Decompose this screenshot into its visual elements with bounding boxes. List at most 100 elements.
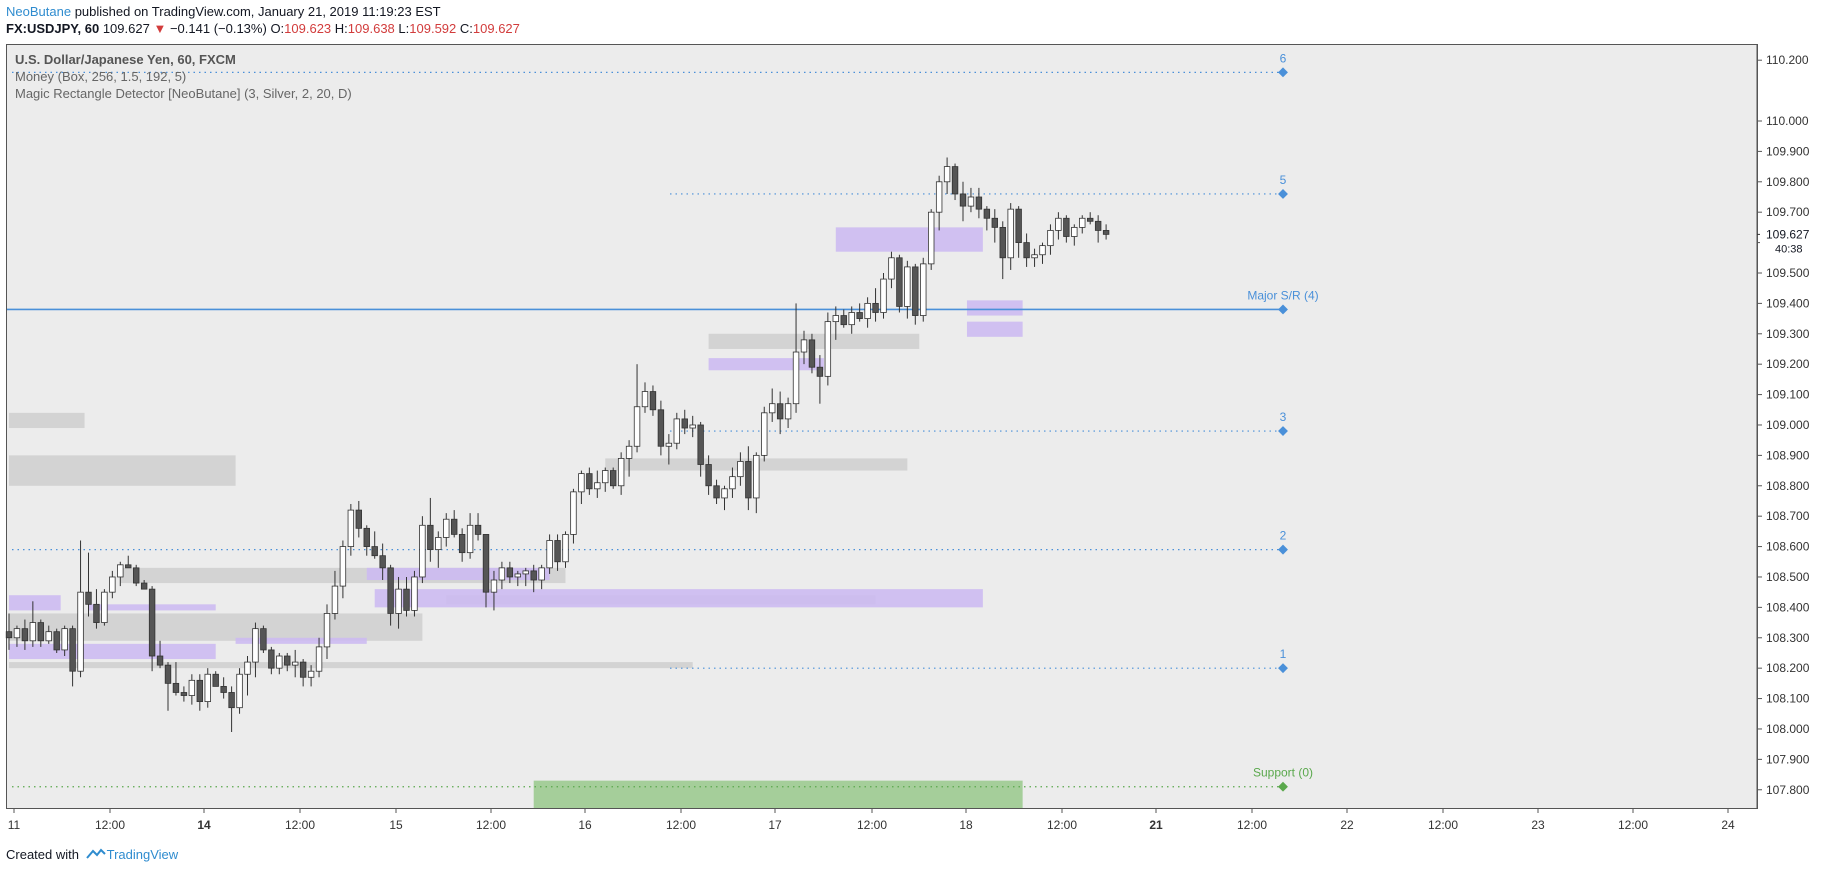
candle-body[interactable] bbox=[164, 664, 172, 684]
candle-body[interactable] bbox=[935, 181, 943, 213]
candle-body[interactable] bbox=[1063, 217, 1070, 237]
candle-body[interactable] bbox=[156, 655, 164, 666]
candle-body[interactable] bbox=[228, 692, 235, 709]
candle-body[interactable] bbox=[816, 366, 824, 377]
candle-body[interactable] bbox=[1055, 217, 1062, 231]
candle-body[interactable] bbox=[101, 591, 108, 623]
candle-body[interactable] bbox=[458, 534, 466, 554]
candle-body[interactable] bbox=[411, 576, 418, 611]
candle-body[interactable] bbox=[125, 564, 132, 569]
candle-body[interactable] bbox=[832, 315, 839, 323]
candle-body[interactable] bbox=[260, 628, 267, 651]
candle-body[interactable] bbox=[514, 573, 521, 578]
candle-body[interactable] bbox=[109, 576, 116, 593]
candle-body[interactable] bbox=[331, 585, 339, 614]
candle-body[interactable] bbox=[665, 442, 673, 447]
candle-body[interactable] bbox=[236, 673, 243, 709]
candle-body[interactable] bbox=[1023, 242, 1030, 259]
candle-body[interactable] bbox=[21, 628, 29, 642]
candle-body[interactable] bbox=[943, 166, 951, 183]
candle-body[interactable] bbox=[864, 302, 871, 319]
candle-body[interactable] bbox=[641, 391, 649, 408]
candle-body[interactable] bbox=[840, 315, 847, 326]
candle-body[interactable] bbox=[61, 628, 68, 651]
candle-body[interactable] bbox=[276, 655, 283, 669]
candle-body[interactable] bbox=[498, 567, 506, 581]
candle-body[interactable] bbox=[697, 424, 704, 465]
candle-body[interactable] bbox=[920, 263, 927, 316]
candle-body[interactable] bbox=[737, 461, 744, 478]
tradingview-link[interactable]: TradingView bbox=[106, 847, 179, 862]
candle-body[interactable] bbox=[419, 524, 426, 578]
candle-body[interactable] bbox=[617, 458, 625, 487]
candle-body[interactable] bbox=[967, 196, 975, 207]
legend-indicator-money[interactable]: Money (Box, 256, 1.5, 192, 5) bbox=[15, 69, 187, 84]
candle-body[interactable] bbox=[148, 588, 156, 657]
candle-body[interactable] bbox=[912, 266, 919, 316]
candle-body[interactable] bbox=[474, 524, 482, 535]
candle-body[interactable] bbox=[610, 470, 617, 487]
candle-body[interactable] bbox=[13, 628, 21, 639]
candle-body[interactable] bbox=[681, 418, 688, 429]
candle-body[interactable] bbox=[339, 546, 347, 587]
candle-body[interactable] bbox=[705, 464, 712, 487]
candle-body[interactable] bbox=[578, 473, 585, 493]
candle-body[interactable] bbox=[1047, 230, 1054, 247]
candle-body[interactable] bbox=[299, 661, 307, 678]
candle-body[interactable] bbox=[45, 631, 52, 642]
author-link[interactable]: NeoButane bbox=[6, 4, 72, 19]
candle-body[interactable] bbox=[1015, 208, 1022, 243]
candle-body[interactable] bbox=[991, 217, 998, 228]
candle-body[interactable] bbox=[387, 567, 394, 614]
candle-body[interactable] bbox=[77, 591, 84, 672]
candle-body[interactable] bbox=[5, 631, 13, 639]
candle-body[interactable] bbox=[363, 527, 370, 547]
candle-body[interactable] bbox=[808, 339, 816, 368]
candle-body[interactable] bbox=[983, 208, 991, 219]
candle-body[interactable] bbox=[625, 445, 633, 459]
candle-body[interactable] bbox=[904, 266, 911, 307]
candle-body[interactable] bbox=[323, 613, 331, 648]
candle-body[interactable] bbox=[93, 603, 100, 623]
legend-indicator-rectangle[interactable]: Magic Rectangle Detector [NeoButane] (3,… bbox=[15, 86, 352, 101]
candle-body[interactable] bbox=[848, 312, 855, 326]
candle-body[interactable] bbox=[29, 622, 37, 642]
candle-body[interactable] bbox=[951, 166, 959, 195]
candle-body[interactable] bbox=[633, 406, 641, 447]
candle-body[interactable] bbox=[140, 582, 148, 590]
candle-body[interactable] bbox=[673, 418, 680, 444]
candle-body[interactable] bbox=[188, 679, 196, 696]
candle-body[interactable] bbox=[117, 564, 124, 578]
candle-body[interactable] bbox=[602, 470, 609, 484]
candle-body[interactable] bbox=[776, 403, 784, 420]
candle-body[interactable] bbox=[85, 591, 92, 605]
chart-pane[interactable] bbox=[6, 44, 1758, 809]
candle-body[interactable] bbox=[252, 628, 259, 663]
candle-body[interactable] bbox=[180, 692, 188, 696]
candle-body[interactable] bbox=[1079, 217, 1086, 228]
candle-body[interactable] bbox=[530, 570, 537, 581]
candle-body[interactable] bbox=[872, 302, 879, 313]
candle-body[interactable] bbox=[427, 524, 434, 551]
candle-body[interactable] bbox=[395, 588, 402, 614]
candle-body[interactable] bbox=[745, 461, 752, 499]
candle-body[interactable] bbox=[53, 631, 60, 651]
candle-body[interactable] bbox=[482, 534, 490, 593]
candle-body[interactable] bbox=[570, 491, 577, 535]
candle-body[interactable] bbox=[554, 540, 561, 563]
candle-body[interactable] bbox=[649, 391, 657, 411]
candle-body[interactable] bbox=[546, 540, 553, 569]
candle-body[interactable] bbox=[975, 196, 983, 210]
candle-body[interactable] bbox=[1071, 226, 1078, 237]
candle-body[interactable] bbox=[1039, 245, 1046, 256]
candle-body[interactable] bbox=[721, 488, 728, 499]
candle-body[interactable] bbox=[291, 661, 299, 666]
candle-body[interactable] bbox=[538, 567, 545, 581]
candle-body[interactable] bbox=[37, 622, 44, 642]
candle-body[interactable] bbox=[450, 518, 458, 535]
candle-body[interactable] bbox=[268, 649, 275, 669]
candle-body[interactable] bbox=[212, 673, 219, 687]
candle-body[interactable] bbox=[307, 670, 315, 678]
candle-body[interactable] bbox=[466, 524, 474, 554]
